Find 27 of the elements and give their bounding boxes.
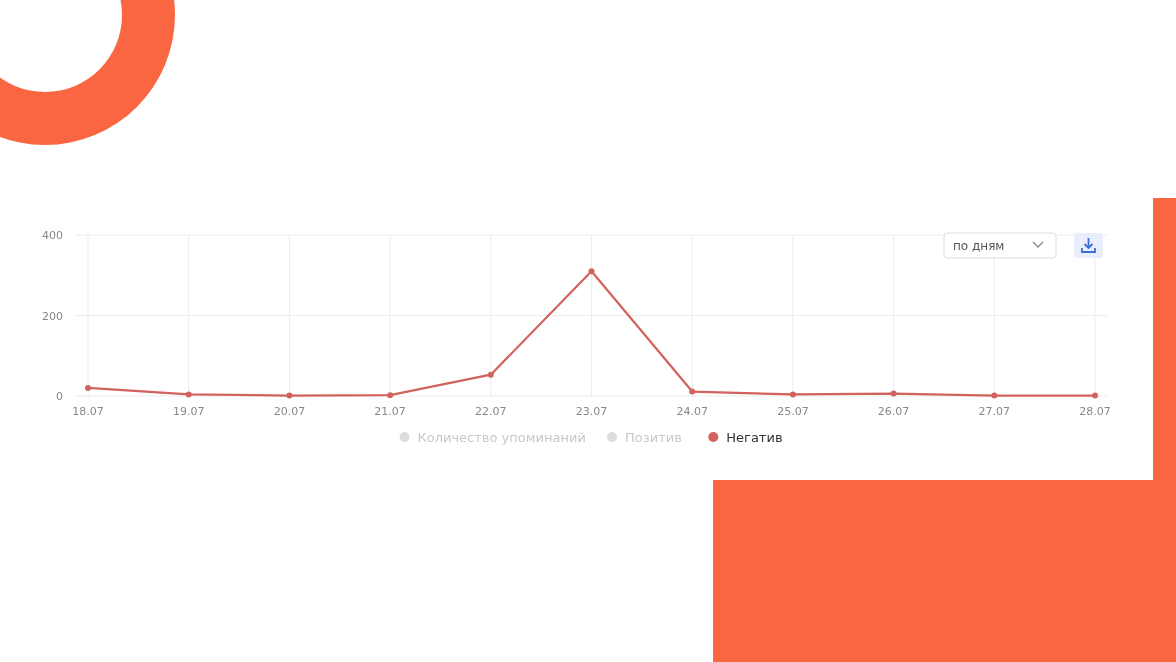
y-tick-label: 200 xyxy=(42,309,63,323)
x-tick-label: 23.07 xyxy=(575,405,608,418)
point xyxy=(991,392,998,399)
y-tick-label: 400 xyxy=(42,229,63,242)
x-tick-label: 18.07 xyxy=(72,405,104,418)
x-tick-label: 24.07 xyxy=(676,405,708,418)
point xyxy=(85,384,91,391)
point xyxy=(286,392,293,399)
point xyxy=(588,268,595,275)
point xyxy=(689,388,696,395)
point xyxy=(789,391,796,398)
x-tick-label: 20.07 xyxy=(273,405,306,418)
point xyxy=(185,391,192,398)
x-tick-label: 28.07 xyxy=(1079,405,1111,418)
legend-label: Негатив xyxy=(726,430,783,445)
point xyxy=(890,390,897,397)
x-tick-label: 19.07 xyxy=(172,405,205,418)
point xyxy=(387,392,394,399)
x-tick-label: 22.07 xyxy=(475,405,507,418)
y-tick-label: 0 xyxy=(56,390,63,403)
point xyxy=(1092,392,1098,399)
point xyxy=(487,371,494,378)
x-tick-label: 26.07 xyxy=(877,405,910,418)
annotation: по дням xyxy=(953,239,1005,253)
x-tick-label: 25.07 xyxy=(777,405,809,418)
x-tick-label: 27.07 xyxy=(978,405,1011,418)
x-tick-label: 21.07 xyxy=(374,405,406,418)
